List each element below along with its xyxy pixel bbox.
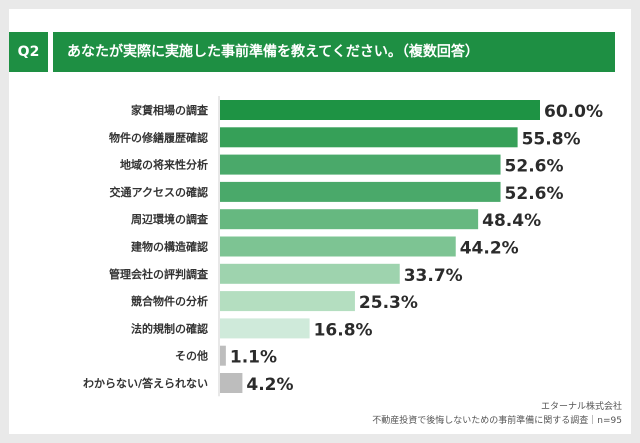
- bar: [220, 318, 310, 339]
- bar: [220, 181, 501, 202]
- value-label: 60.0%: [544, 102, 603, 122]
- value-label: 16.8%: [314, 320, 373, 340]
- bar: [220, 209, 479, 230]
- bar: [220, 291, 355, 312]
- bar: [220, 154, 501, 175]
- question-header: Q2 あなたが実際に実施した事前準備を教えてください。（複数回答）: [9, 32, 615, 72]
- question-title: あなたが実際に実施した事前準備を教えてください。（複数回答）: [53, 32, 615, 72]
- value-label: 25.3%: [359, 293, 418, 313]
- category-label: 管理会社の評判調査: [109, 267, 208, 281]
- category-label: 法的規制の確認: [131, 321, 208, 335]
- value-label: 33.7%: [404, 266, 463, 286]
- bar: [220, 236, 456, 257]
- bar: [220, 127, 518, 148]
- value-label: 4.2%: [246, 375, 293, 395]
- category-label: 家賃相場の調査: [131, 103, 208, 117]
- bar: [220, 345, 226, 366]
- category-label: 競合物件の分析: [131, 294, 208, 308]
- category-label: 物件の修繕履歴確認: [109, 130, 208, 144]
- value-label: 44.2%: [460, 239, 519, 259]
- value-label: 55.8%: [522, 129, 581, 149]
- value-label: 48.4%: [482, 211, 541, 231]
- category-label: 建物の構造確認: [131, 240, 208, 254]
- category-label: 交通アクセスの確認: [110, 185, 208, 199]
- category-label: わからない/答えられない: [83, 376, 208, 390]
- category-label: 周辺環境の調査: [131, 212, 208, 226]
- value-label: 52.6%: [505, 184, 564, 204]
- category-label: 地域の将来性分析: [120, 158, 208, 172]
- value-label: 1.1%: [230, 348, 277, 368]
- survey-source: 不動産投資で後悔しないための事前準備に関する調査｜n=95: [372, 416, 622, 426]
- bar: [220, 263, 400, 284]
- bar: [220, 373, 243, 393]
- bar: [220, 100, 540, 120]
- company-name: エターナル株式会社: [540, 402, 622, 412]
- question-number-badge: Q2: [9, 32, 48, 72]
- value-label: 52.6%: [505, 157, 564, 177]
- chart-footer: エターナル株式会社 不動産投資で後悔しないための事前準備に関する調査｜n=95: [372, 400, 622, 428]
- category-label: その他: [175, 349, 208, 363]
